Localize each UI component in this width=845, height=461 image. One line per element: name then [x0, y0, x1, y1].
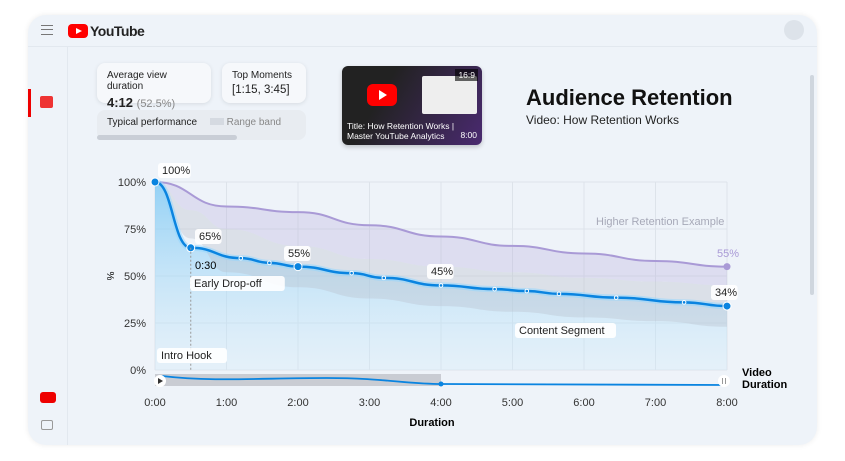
annotation-intro-hook-bg: [157, 348, 227, 363]
annotation-higher-retention: Higher Retention Example: [596, 216, 724, 228]
annotation-intro-hook: Intro Hook: [161, 350, 212, 362]
typical-label: Typical performance: [107, 117, 198, 128]
higher-retention-area: [155, 182, 727, 286]
x-tick-label: 0:00: [144, 397, 165, 409]
play-button-icon[interactable]: [367, 84, 397, 106]
annotation-content-segment: Content Segment: [519, 325, 605, 337]
chart-graphic: [422, 76, 477, 114]
data-point: [556, 291, 562, 297]
annotation-content-segment-bg: [515, 323, 616, 338]
point-label: 55%: [288, 248, 310, 260]
avg-value: 4:12 (52.5%): [107, 95, 176, 110]
pause-button[interactable]: [718, 375, 730, 387]
point-label: 45%: [431, 266, 453, 278]
youtube-logo[interactable]: YouTube: [68, 23, 145, 39]
page-title: Audience Retention: [526, 85, 733, 110]
data-point: [438, 283, 444, 288]
video-thumbnail[interactable]: 16:9 Title: How Retention Works | Master …: [342, 66, 482, 145]
active-indicator: [28, 89, 31, 117]
scrubber-handle[interactable]: [438, 381, 444, 387]
page-subtitle: Video: How Retention Works: [526, 113, 679, 127]
play-icon: [158, 378, 163, 384]
x-tick-label: 7:00: [645, 397, 666, 409]
x-tick-label: 1:00: [216, 397, 237, 409]
data-point: [293, 262, 303, 272]
higher-retention-point: [723, 263, 731, 271]
youtube-play-icon: [68, 24, 88, 38]
x-axis-label: Duration: [409, 417, 455, 429]
duration-badge: 8:00: [460, 130, 477, 140]
data-point: [524, 288, 530, 294]
data-point: [267, 260, 272, 266]
y-axis-label: %: [104, 272, 115, 281]
range-label: Range band: [226, 117, 282, 128]
top-moments-card: Top Moments [1:15, 3:45]: [222, 63, 306, 103]
point-label: 55%: [717, 248, 739, 260]
video-duration-label: Video: [742, 367, 772, 379]
y-tick-label: 75%: [124, 224, 146, 236]
analytics-icon[interactable]: [40, 96, 53, 108]
x-tick-label: 8:00: [716, 397, 737, 409]
point-label-bg: [427, 264, 454, 279]
annotation-early-dropoff: Early Drop-off: [194, 278, 263, 290]
data-point: [238, 255, 244, 261]
data-point: [613, 295, 619, 300]
avg-view-duration-card: Average view duration 4:12 (52.5%): [97, 63, 211, 110]
aspect-badge: 16:9: [455, 69, 478, 81]
data-point: [681, 300, 687, 305]
point-label-bg: [158, 163, 191, 178]
point-label-bg: [284, 246, 311, 261]
x-tick-label: 4:00: [430, 397, 451, 409]
scrubber-line: [162, 375, 728, 386]
y-tick-label: 100%: [118, 177, 146, 189]
video-duration-label: Duration: [742, 379, 788, 391]
data-point: [381, 275, 387, 281]
annotation-030: 0:30: [195, 260, 216, 272]
avatar[interactable]: [784, 20, 804, 40]
legend-card: Typical performance Range band: [97, 110, 306, 140]
avg-label: Average view duration: [107, 70, 167, 92]
scrubber-played: [155, 374, 441, 386]
top-label: Top Moments: [232, 70, 293, 81]
top-value: [1:15, 3:45]: [232, 84, 290, 96]
y-tick-label: 25%: [124, 318, 146, 330]
header: YouTube: [28, 15, 817, 47]
data-point: [492, 286, 497, 292]
annotation-early-dropoff-bg: [190, 276, 285, 291]
data-point: [722, 301, 732, 311]
range-swatch: [209, 118, 224, 125]
higher-retention-line: [154, 181, 728, 268]
feedback-icon[interactable]: [41, 420, 53, 430]
data-point: [349, 270, 354, 276]
x-tick-label: 6:00: [573, 397, 594, 409]
point-label-bg: [195, 229, 222, 244]
pause-icon: [722, 378, 726, 384]
video-title: Title: How Retention Works | Master YouTu…: [347, 121, 455, 141]
scrollbar[interactable]: [810, 75, 814, 295]
point-label: 100%: [162, 165, 190, 177]
performance-bar: [97, 135, 237, 140]
point-label: 65%: [199, 231, 221, 243]
y-tick-label: 0%: [130, 365, 146, 377]
x-tick-label: 3:00: [359, 397, 380, 409]
y-tick-label: 50%: [124, 271, 146, 283]
x-tick-label: 2:00: [287, 397, 308, 409]
range-band: [155, 182, 727, 327]
sidebar: [28, 47, 68, 445]
point-label: 34%: [715, 287, 737, 299]
point-label-bg: [711, 285, 738, 300]
youtube-icon[interactable]: [40, 392, 56, 403]
x-tick-label: 5:00: [502, 397, 523, 409]
data-point: [150, 177, 160, 187]
menu-icon[interactable]: [41, 25, 53, 35]
